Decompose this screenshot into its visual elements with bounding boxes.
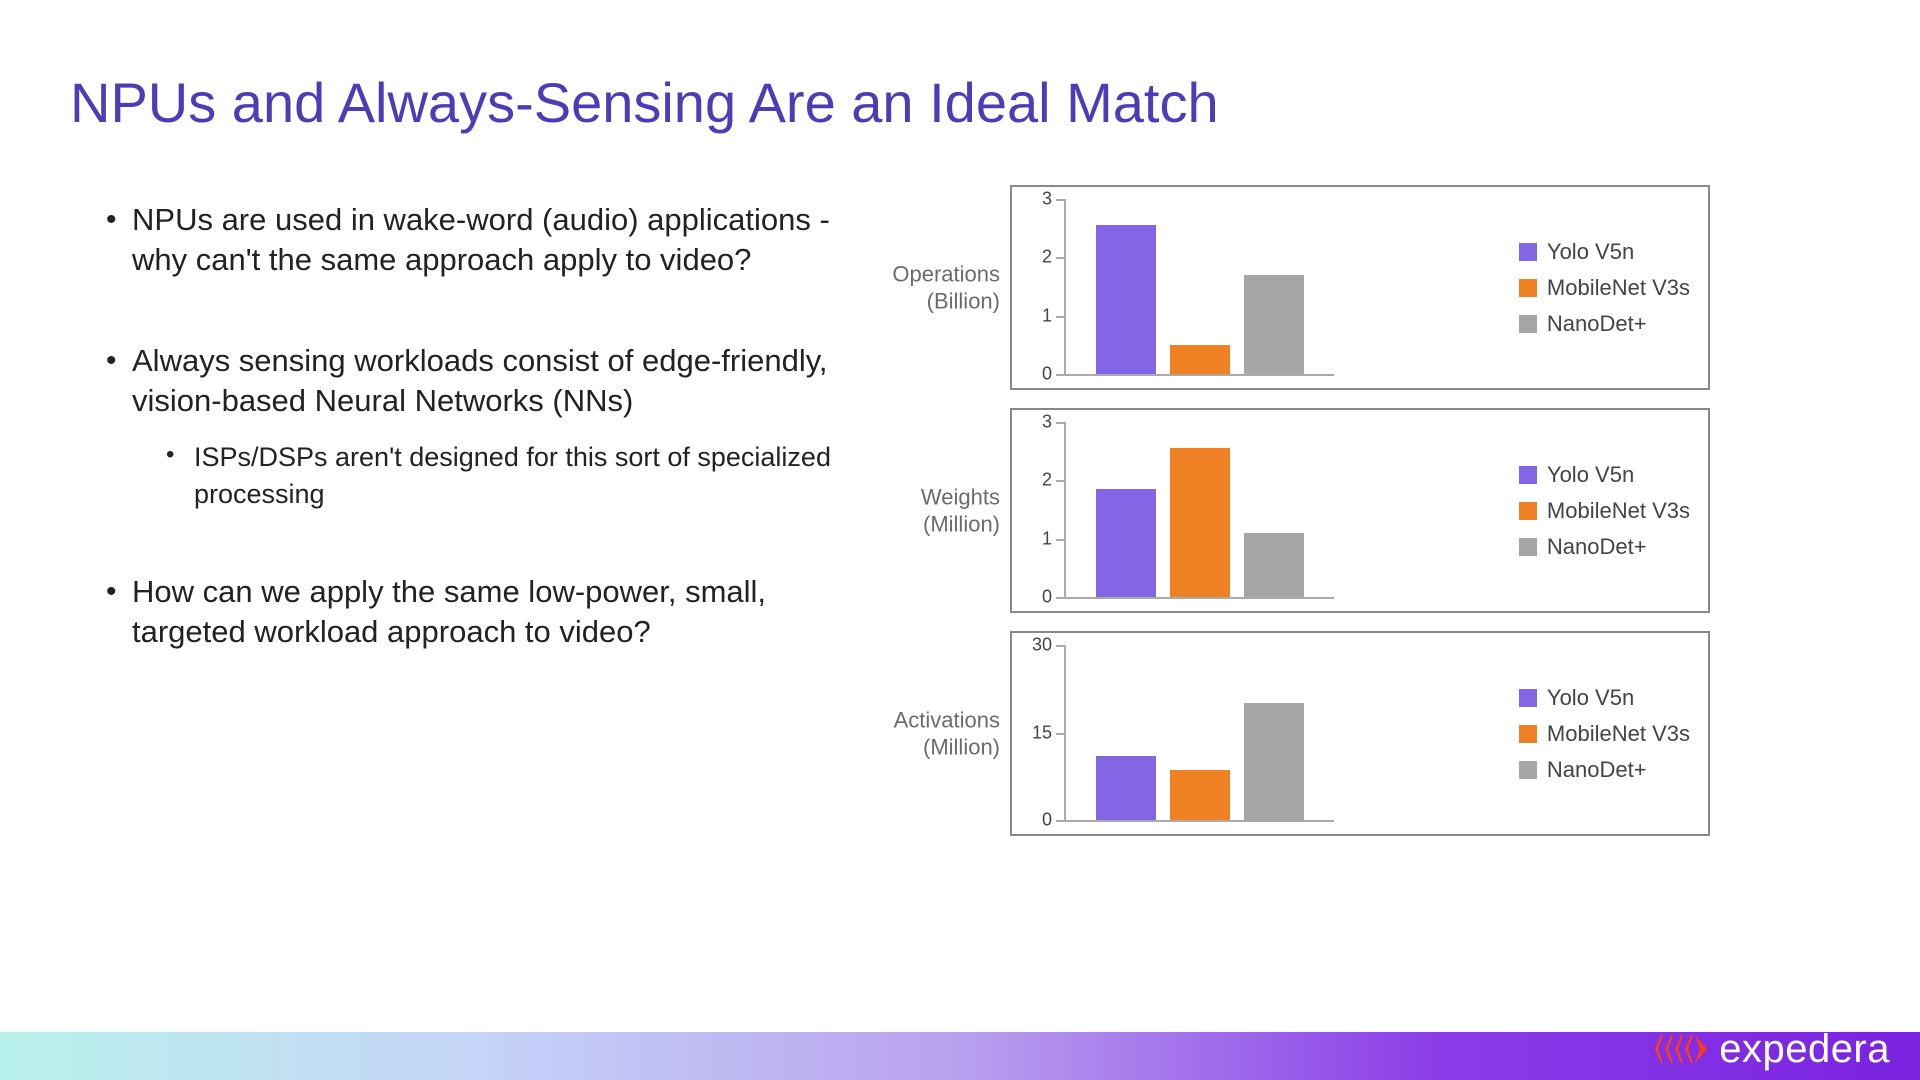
legend-swatch-icon	[1519, 689, 1537, 707]
legend-label: NanoDet+	[1547, 534, 1647, 560]
legend-item: NanoDet+	[1519, 757, 1690, 783]
legend-item: MobileNet V3s	[1519, 275, 1690, 301]
chart-operations-ylabel: Operations (Billion)	[892, 260, 1000, 315]
legend-label: NanoDet+	[1547, 757, 1647, 783]
bullet-3: How can we apply the same low-power, sma…	[100, 572, 860, 653]
legend-item: NanoDet+	[1519, 311, 1690, 337]
ylabel-wts-line1: Weights	[921, 484, 1000, 509]
bar-nanodet+	[1244, 703, 1304, 820]
chart-operations-legend: Yolo V5n MobileNet V3s NanoDet+	[1519, 229, 1690, 347]
legend-item: Yolo V5n	[1519, 462, 1690, 488]
chart-weights: Weights (Million) 0123 Yolo V5nMobileNet…	[1010, 408, 1710, 613]
chart-operations: Operations (Billion) 0123 Yolo V5nMobile…	[1010, 185, 1710, 390]
y-tick-label: 0	[1042, 364, 1052, 385]
brand-logo-text: expedera	[1719, 1027, 1890, 1072]
legend-swatch-icon	[1519, 466, 1537, 484]
legend-swatch-icon	[1519, 725, 1537, 743]
legend-label: MobileNet V3s	[1547, 275, 1690, 301]
bar-yolo-v5n	[1096, 489, 1156, 597]
legend-swatch-icon	[1519, 502, 1537, 520]
y-tick	[1056, 597, 1066, 599]
page-title: NPUs and Always-Sensing Are an Ideal Mat…	[70, 70, 1219, 135]
legend-item: MobileNet V3s	[1519, 721, 1690, 747]
charts-panel: Operations (Billion) 0123 Yolo V5nMobile…	[1010, 185, 1710, 854]
ylabel-act-line1: Activations	[894, 707, 1000, 732]
y-tick-label: 2	[1042, 470, 1052, 491]
chart-weights-ylabel: Weights (Million)	[921, 483, 1000, 538]
y-tick-label: 30	[1032, 635, 1052, 656]
chart-activations-plot: 01530	[1064, 645, 1334, 822]
y-tick-label: 0	[1042, 587, 1052, 608]
y-tick	[1056, 645, 1066, 647]
footer-gradient-bar: expedera	[0, 1032, 1920, 1080]
legend-label: Yolo V5n	[1547, 462, 1634, 488]
chart-operations-bars	[1066, 199, 1334, 374]
y-tick-label: 2	[1042, 247, 1052, 268]
legend-item: Yolo V5n	[1519, 685, 1690, 711]
chart-weights-legend: Yolo V5n MobileNet V3s NanoDet+	[1519, 452, 1690, 570]
chart-activations-ylabel: Activations (Million)	[894, 706, 1000, 761]
legend-item: Yolo V5n	[1519, 239, 1690, 265]
chart-weights-plot: 0123	[1064, 422, 1334, 599]
bar-mobilenet-v3s	[1170, 770, 1230, 820]
chart-operations-plot: 0123	[1064, 199, 1334, 376]
bullet-2: Always sensing workloads consist of edge…	[100, 341, 860, 512]
legend-swatch-icon	[1519, 538, 1537, 556]
legend-item: MobileNet V3s	[1519, 498, 1690, 524]
bullet-2-1-text: ISPs/DSPs aren't designed for this sort …	[194, 442, 831, 508]
chart-activations-bars	[1066, 645, 1334, 820]
y-tick	[1056, 480, 1066, 482]
y-tick-label: 0	[1042, 810, 1052, 831]
bar-nanodet+	[1244, 533, 1304, 597]
bar-yolo-v5n	[1096, 225, 1156, 374]
bar-nanodet+	[1244, 275, 1304, 374]
bullet-1: NPUs are used in wake-word (audio) appli…	[100, 200, 860, 281]
y-tick-label: 1	[1042, 305, 1052, 326]
bar-yolo-v5n	[1096, 756, 1156, 820]
bullet-list: NPUs are used in wake-word (audio) appli…	[100, 200, 860, 713]
legend-label: MobileNet V3s	[1547, 498, 1690, 524]
ylabel-ops-line1: Operations	[892, 261, 1000, 286]
legend-label: Yolo V5n	[1547, 685, 1634, 711]
y-tick	[1056, 257, 1066, 259]
bullet-3-text: How can we apply the same low-power, sma…	[132, 574, 766, 649]
y-tick-label: 1	[1042, 528, 1052, 549]
y-tick	[1056, 199, 1066, 201]
legend-label: Yolo V5n	[1547, 239, 1634, 265]
legend-swatch-icon	[1519, 279, 1537, 297]
chart-activations-legend: Yolo V5n MobileNet V3s NanoDet+	[1519, 675, 1690, 793]
brand-logo-mark-icon	[1653, 1029, 1713, 1069]
legend-swatch-icon	[1519, 761, 1537, 779]
slide: NPUs and Always-Sensing Are an Ideal Mat…	[0, 0, 1920, 1080]
y-tick	[1056, 316, 1066, 318]
brand-logo: expedera	[1653, 1018, 1890, 1080]
bar-mobilenet-v3s	[1170, 345, 1230, 374]
ylabel-wts-line2: (Million)	[923, 512, 1000, 537]
bullet-2-1: ISPs/DSPs aren't designed for this sort …	[160, 439, 860, 512]
y-tick	[1056, 374, 1066, 376]
y-tick-label: 3	[1042, 412, 1052, 433]
y-tick	[1056, 820, 1066, 822]
chart-activations: Activations (Million) 01530 Yolo V5nMobi…	[1010, 631, 1710, 836]
ylabel-act-line2: (Million)	[923, 735, 1000, 760]
legend-item: NanoDet+	[1519, 534, 1690, 560]
y-tick	[1056, 422, 1066, 424]
y-tick-label: 3	[1042, 189, 1052, 210]
y-tick	[1056, 733, 1066, 735]
chart-weights-bars	[1066, 422, 1334, 597]
bullet-2-text: Always sensing workloads consist of edge…	[132, 343, 828, 418]
legend-label: MobileNet V3s	[1547, 721, 1690, 747]
ylabel-ops-line2: (Billion)	[927, 289, 1000, 314]
y-tick	[1056, 539, 1066, 541]
legend-label: NanoDet+	[1547, 311, 1647, 337]
legend-swatch-icon	[1519, 315, 1537, 333]
bullet-1-text: NPUs are used in wake-word (audio) appli…	[132, 202, 830, 277]
y-tick-label: 15	[1032, 722, 1052, 743]
legend-swatch-icon	[1519, 243, 1537, 261]
bar-mobilenet-v3s	[1170, 448, 1230, 597]
